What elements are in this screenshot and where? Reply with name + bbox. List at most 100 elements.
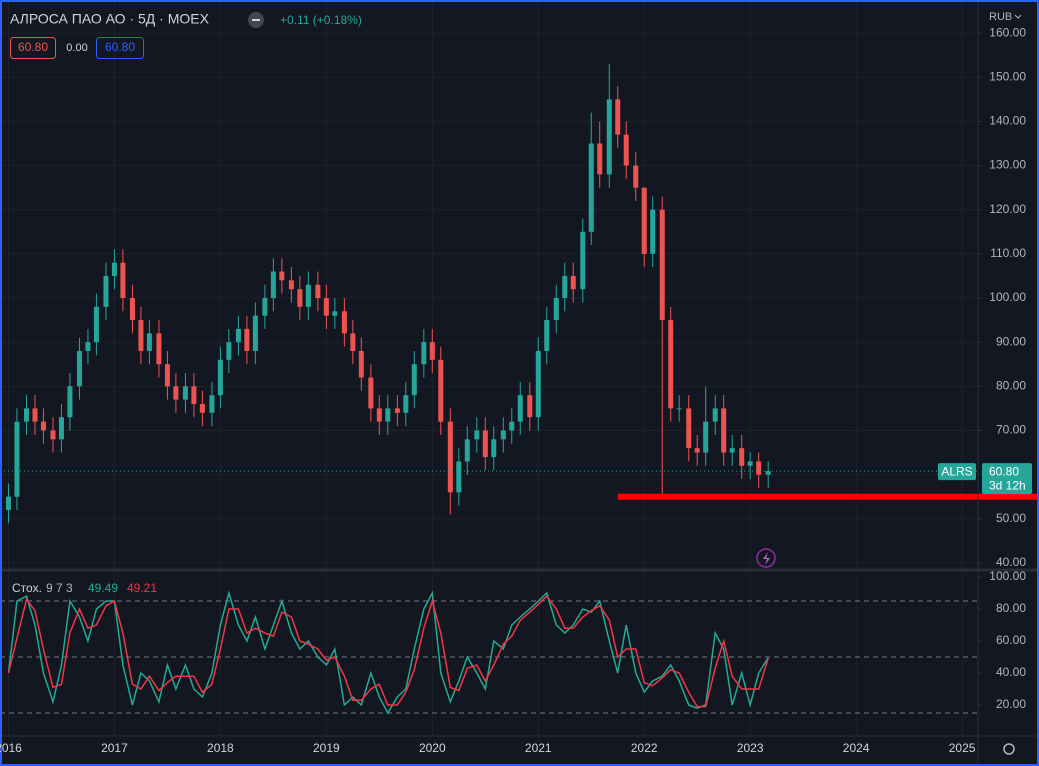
event-icon[interactable] (756, 548, 776, 568)
candle-body (323, 298, 329, 316)
candle-body (120, 262, 126, 299)
candle-body (350, 333, 356, 352)
candle-body (244, 328, 250, 352)
chart-title: АЛРОСА ПАО АО · 5Д · MOEX (10, 11, 210, 27)
candle-body (252, 315, 258, 352)
candle-body (597, 143, 603, 175)
candle-body (535, 351, 541, 418)
candle-body (76, 351, 82, 387)
bid-box[interactable] (10, 37, 56, 59)
spread: 0.00 (66, 42, 87, 54)
candle-body (182, 386, 188, 400)
candle-body (199, 403, 205, 413)
candle-body (156, 333, 162, 365)
y-tick-label: 60.00 (996, 633, 1026, 647)
candle-body (226, 342, 232, 360)
candle-body (270, 271, 276, 299)
candle-body (500, 430, 506, 440)
event-bolt (763, 552, 770, 565)
price-change: +0.11 (+0.18%) (280, 13, 362, 27)
candle-body (474, 430, 480, 440)
candle-body (570, 275, 576, 290)
candle-body (305, 284, 311, 307)
x-tick-label: 2023 (737, 741, 764, 755)
candle-body (659, 209, 665, 321)
candle-body (676, 408, 682, 410)
candle-body (411, 364, 417, 396)
candle-body (527, 395, 533, 418)
candle-body (262, 298, 268, 316)
candle-body (129, 298, 135, 321)
y-tick-label: 130.00 (989, 158, 1026, 172)
candle-body (712, 408, 718, 422)
y-tick-label: 70.00 (996, 423, 1026, 437)
candle-body (403, 395, 409, 413)
y-tick-label: 80.00 (996, 601, 1026, 615)
stoch-line (7, 595, 769, 708)
candle-body (517, 395, 523, 422)
x-tick-label: 2025 (949, 741, 976, 755)
y-tick-label: 140.00 (989, 114, 1026, 128)
x-tick-label: 2021 (525, 741, 552, 755)
candle-body (332, 311, 338, 316)
y-tick-label: 100.00 (989, 569, 1026, 583)
candle-body (58, 417, 64, 440)
candle-body (668, 320, 674, 409)
y-tick-label: 100.00 (989, 290, 1026, 304)
indicator-d-value: 49.21 (127, 581, 157, 595)
candle-body (164, 364, 170, 387)
y-tick-label: 110.00 (990, 246, 1026, 260)
candle-body (553, 298, 559, 321)
x-tick-label: 2017 (101, 741, 128, 755)
candle-body (67, 386, 73, 418)
x-tick-label: 2024 (843, 741, 870, 755)
countdown: 3d 12h (989, 478, 1026, 492)
y-tick-label: 120.00 (989, 202, 1026, 216)
candle-body (191, 386, 197, 404)
candle-body (429, 342, 435, 360)
x-tick-label: 2022 (631, 741, 658, 755)
collapse-icon (252, 19, 260, 21)
candle-body (650, 209, 656, 254)
candle-body (341, 311, 347, 334)
x-tick-label: 2019 (313, 741, 340, 755)
candle-body (588, 143, 594, 232)
ask-box[interactable] (96, 37, 144, 59)
indicator-name: Стох. (12, 581, 42, 595)
x-tick-label: 2018 (207, 741, 234, 755)
candle-body (23, 408, 29, 422)
candle-body (111, 262, 117, 276)
candle-body (40, 421, 46, 431)
candle-body (288, 280, 294, 290)
settings-icon[interactable] (1003, 743, 1015, 755)
candle-body (756, 461, 762, 475)
candle-body (385, 408, 391, 422)
candle-body (580, 231, 586, 290)
currency-caret (1014, 14, 1022, 19)
x-tick-label: 2020 (419, 741, 446, 755)
candle-body (315, 284, 321, 299)
bid-price: 60.80 (18, 40, 48, 54)
candle-body (615, 99, 621, 135)
candle-body (491, 439, 497, 457)
candle-body (173, 386, 179, 400)
candle-body (447, 421, 453, 493)
candle-body (509, 421, 515, 431)
y-tick-label: 80.00 (996, 379, 1026, 393)
indicator-params: 9 7 3 (46, 581, 73, 595)
x-tick-label: 2016 (0, 741, 22, 755)
candle-body (358, 351, 364, 378)
candle-body (739, 448, 745, 466)
candle-body (482, 430, 488, 457)
price-label: 60.80 (989, 464, 1019, 478)
currency[interactable]: RUB (989, 11, 1012, 23)
candle-body (217, 359, 223, 396)
stoch-line (7, 590, 769, 715)
candle-body (765, 471, 771, 475)
candle-body (103, 275, 109, 307)
candle-body (456, 461, 462, 493)
y-tick-label: 40.00 (996, 665, 1026, 679)
